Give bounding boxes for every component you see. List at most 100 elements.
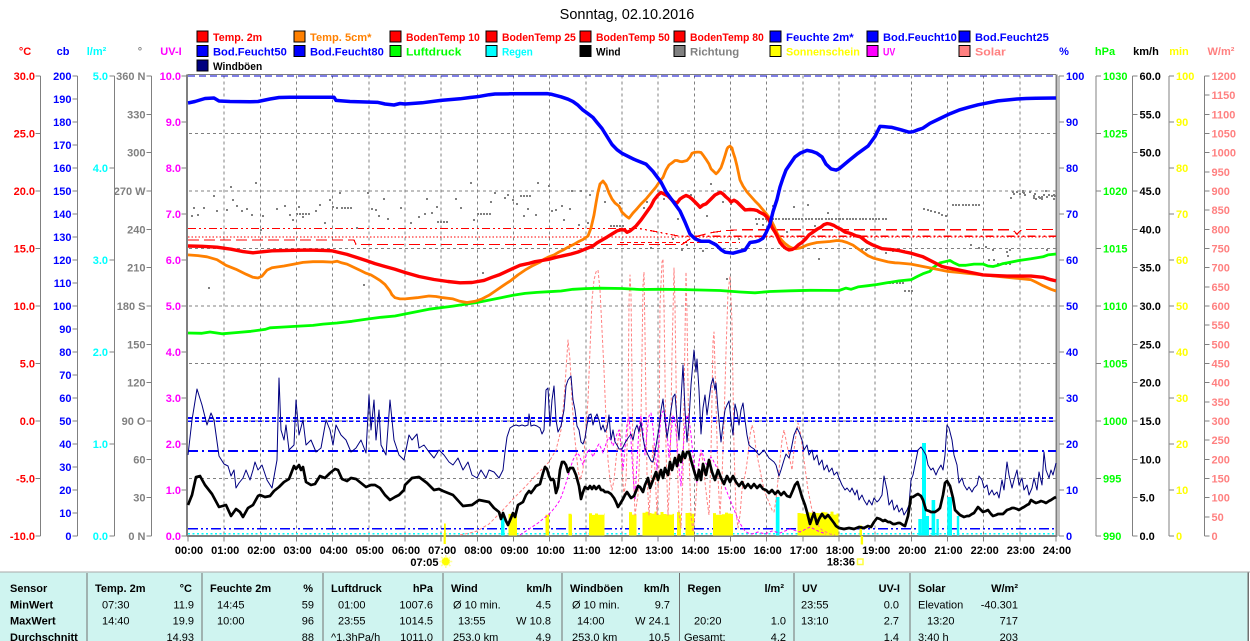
svg-text:hPa: hPa (1095, 46, 1116, 58)
svg-text:550: 550 (1212, 320, 1230, 332)
svg-text:60: 60 (59, 393, 71, 405)
svg-text:5.0: 5.0 (166, 301, 181, 313)
svg-text:250: 250 (1212, 435, 1230, 447)
svg-text:Durchschnitt: Durchschnitt (10, 632, 78, 641)
svg-text:08:00: 08:00 (464, 545, 492, 557)
svg-text:01:00: 01:00 (338, 599, 366, 611)
svg-text:km/h: km/h (526, 583, 552, 595)
svg-text:160: 160 (53, 163, 71, 175)
svg-text:18:00: 18:00 (826, 545, 854, 557)
svg-text:13:00: 13:00 (645, 545, 673, 557)
svg-text:700: 700 (1212, 263, 1230, 275)
svg-text:Ø 10 min.: Ø 10 min. (453, 599, 501, 611)
svg-text:80: 80 (1176, 163, 1188, 175)
svg-text:24:00: 24:00 (1043, 545, 1071, 557)
svg-text:BodenTemp 25: BodenTemp 25 (502, 32, 576, 44)
svg-text:2.0: 2.0 (93, 347, 108, 359)
svg-text:995: 995 (1103, 474, 1121, 486)
svg-text:10:00: 10:00 (217, 616, 245, 628)
svg-text:17:00: 17:00 (790, 545, 818, 557)
svg-text:Windböen: Windböen (570, 583, 623, 595)
svg-text:7.0: 7.0 (166, 209, 181, 221)
svg-text:Temp. 2m: Temp. 2m (213, 32, 262, 44)
svg-text:1.0: 1.0 (93, 439, 108, 451)
svg-text:W/m²: W/m² (991, 583, 1018, 595)
svg-text:90 O: 90 O (122, 416, 146, 428)
svg-text:1150: 1150 (1212, 90, 1236, 102)
svg-text:450: 450 (1212, 359, 1230, 371)
svg-text:Regen: Regen (502, 47, 533, 59)
svg-text:400: 400 (1212, 378, 1230, 390)
svg-text:UV-I: UV-I (160, 46, 181, 58)
svg-text:cb: cb (57, 46, 70, 58)
svg-text:MinWert: MinWert (10, 599, 54, 611)
svg-text:4.9: 4.9 (536, 632, 551, 641)
svg-text:07:30: 07:30 (102, 599, 130, 611)
svg-text:40: 40 (1176, 347, 1188, 359)
svg-text:9.0: 9.0 (166, 117, 181, 129)
svg-text:200: 200 (1212, 454, 1230, 466)
svg-text:20: 20 (59, 485, 71, 497)
svg-text:Wind: Wind (451, 583, 478, 595)
svg-text:15:00: 15:00 (717, 545, 745, 557)
svg-text:13:20: 13:20 (927, 616, 955, 628)
svg-text:°C: °C (180, 583, 192, 595)
svg-text:1005: 1005 (1103, 359, 1127, 371)
svg-text:°C: °C (19, 46, 31, 58)
svg-text:4.5: 4.5 (536, 599, 551, 611)
svg-text:70: 70 (59, 370, 71, 382)
svg-text:6.0: 6.0 (166, 255, 181, 267)
svg-text:30: 30 (133, 493, 145, 505)
svg-text:120: 120 (127, 378, 145, 390)
svg-text:23:55: 23:55 (801, 599, 829, 611)
svg-text:%: % (303, 583, 313, 595)
svg-text:50: 50 (1212, 512, 1224, 524)
svg-text:60.0: 60.0 (1140, 71, 1161, 83)
svg-text:07:00: 07:00 (428, 545, 456, 557)
svg-text:717: 717 (1000, 616, 1018, 628)
svg-text:30: 30 (59, 462, 71, 474)
svg-text:253.0 km: 253.0 km (572, 632, 617, 641)
svg-text:3.0: 3.0 (166, 393, 181, 405)
svg-text:01:00: 01:00 (211, 545, 239, 557)
svg-text:25.0: 25.0 (14, 129, 35, 141)
svg-text:240: 240 (127, 224, 145, 236)
svg-text:30.0: 30.0 (1140, 301, 1161, 313)
svg-text:14.93: 14.93 (166, 632, 194, 641)
svg-text:10:00: 10:00 (537, 545, 565, 557)
svg-text:2.0: 2.0 (166, 439, 181, 451)
svg-text:10.0: 10.0 (160, 71, 181, 83)
svg-text:20:20: 20:20 (694, 616, 722, 628)
svg-text:800: 800 (1212, 224, 1230, 236)
svg-text:180 S: 180 S (117, 301, 146, 313)
svg-text:Feuchte 2m*: Feuchte 2m* (786, 32, 854, 44)
svg-text:19.9: 19.9 (173, 616, 194, 628)
svg-text:25.0: 25.0 (1140, 339, 1161, 351)
svg-text:1.0: 1.0 (166, 485, 181, 497)
svg-text:BodenTemp 10: BodenTemp 10 (406, 32, 480, 44)
svg-text:60: 60 (1176, 255, 1188, 267)
svg-text:200: 200 (53, 71, 71, 83)
svg-text:110: 110 (54, 278, 72, 290)
svg-text:750: 750 (1212, 244, 1230, 256)
svg-text:300: 300 (1212, 416, 1230, 428)
svg-text:90: 90 (1176, 117, 1188, 129)
svg-text:55.0: 55.0 (1140, 109, 1161, 121)
svg-text:11.9: 11.9 (173, 599, 194, 611)
svg-text:1015: 1015 (1103, 244, 1127, 256)
svg-text:10.0: 10.0 (14, 301, 35, 313)
svg-text:l/m²: l/m² (87, 46, 107, 58)
svg-text:°: ° (138, 46, 142, 58)
svg-text:150: 150 (1212, 474, 1230, 486)
svg-text:15.0: 15.0 (14, 244, 35, 256)
svg-text:4.2: 4.2 (771, 632, 786, 641)
svg-text:04:00: 04:00 (320, 545, 348, 557)
svg-text:00:00: 00:00 (175, 545, 203, 557)
svg-text:Sonnenschein: Sonnenschein (786, 47, 860, 59)
svg-text:14:45: 14:45 (217, 599, 245, 611)
svg-text:Bod.Feucht25: Bod.Feucht25 (975, 32, 1049, 44)
svg-text:20.0: 20.0 (14, 186, 35, 198)
svg-text:1025: 1025 (1103, 129, 1127, 141)
svg-text:13:55: 13:55 (458, 616, 486, 628)
svg-text:%: % (1059, 46, 1069, 58)
